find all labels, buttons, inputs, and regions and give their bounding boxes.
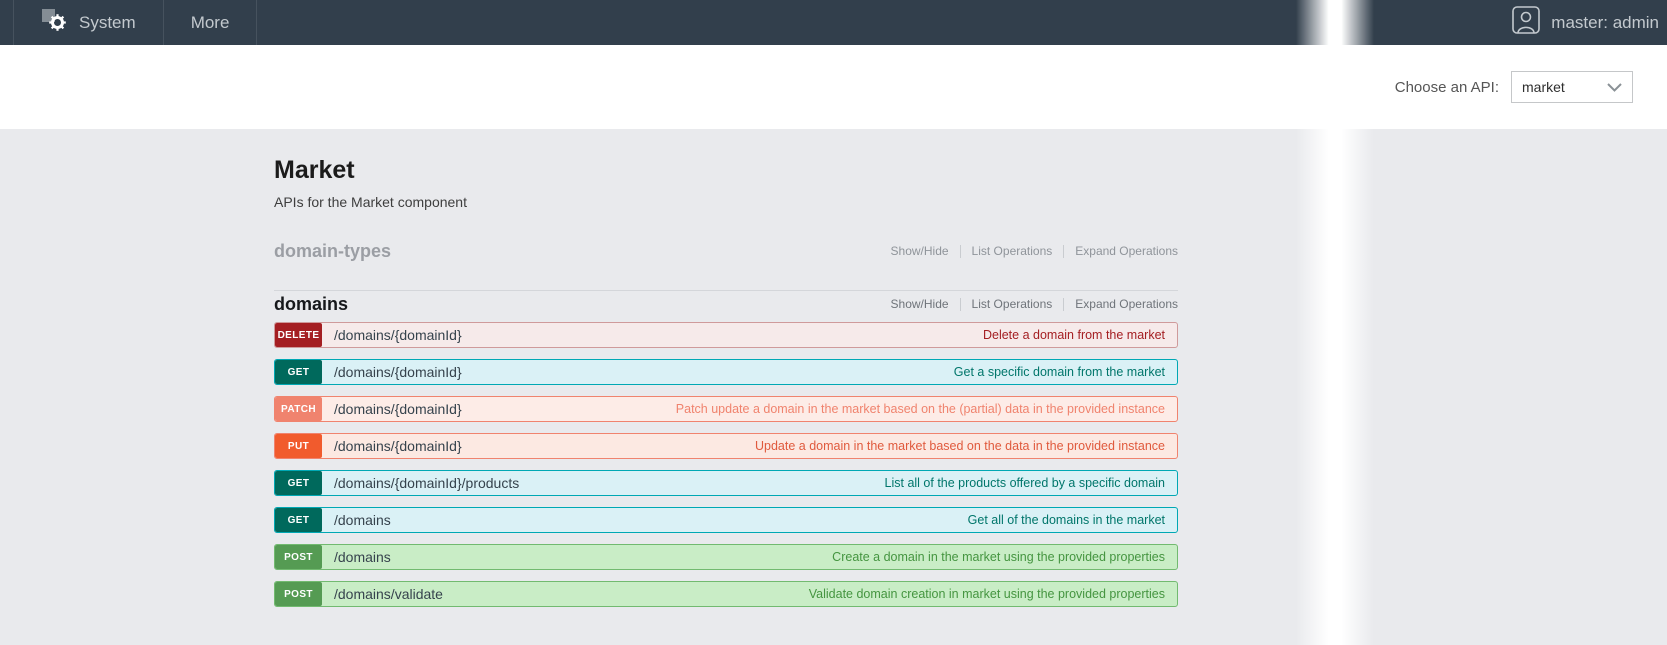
section-link-list-operations[interactable]: List Operations xyxy=(959,297,1064,311)
chevron-down-icon xyxy=(1607,79,1622,95)
navbar-divider xyxy=(0,0,14,45)
endpoint-row[interactable]: GET /domains/{domainId} Get a specific d… xyxy=(274,359,1178,385)
section-link-expand-operations[interactable]: Expand Operations xyxy=(1063,244,1178,258)
endpoint-path[interactable]: /domains xyxy=(334,512,391,528)
section-title[interactable]: domain-types xyxy=(274,241,392,261)
method-badge: POST xyxy=(275,545,322,569)
endpoint-description: Update a domain in the market based on t… xyxy=(755,439,1165,453)
endpoint-path[interactable]: /domains/{domainId} xyxy=(334,327,462,343)
method-badge: GET xyxy=(275,508,322,532)
endpoint-path[interactable]: /domains/{domainId} xyxy=(334,401,462,417)
top-navbar: System More master: admin xyxy=(0,0,1667,45)
menu-more[interactable]: More xyxy=(164,0,258,45)
section-operation-links: Show/Hide List Operations Expand Operation… xyxy=(880,243,1178,258)
method-badge: POST xyxy=(275,582,322,606)
endpoint-path[interactable]: /domains/{domainId}/products xyxy=(334,475,520,491)
api-select[interactable]: market xyxy=(1511,71,1633,103)
endpoint-row[interactable]: GET /domains/{domainId}/products List al… xyxy=(274,470,1178,496)
user-label: master: admin xyxy=(1551,12,1659,32)
navbar-menus: System More xyxy=(0,0,258,45)
method-badge: GET xyxy=(275,360,322,384)
section-header: domain-types Show/Hide List Operations Exp… xyxy=(274,240,1178,262)
endpoint-row[interactable]: GET /domains Get all of the domains in t… xyxy=(274,507,1178,533)
endpoint-row[interactable]: POST /domains Create a domain in the mar… xyxy=(274,544,1178,570)
method-badge: PATCH xyxy=(275,397,322,421)
person-icon xyxy=(1511,5,1541,40)
api-section: domains Show/Hide List Operations Expand O… xyxy=(274,293,1178,607)
endpoint-path[interactable]: /domains/validate xyxy=(334,586,443,602)
section-title[interactable]: domains xyxy=(274,294,349,314)
endpoint-path[interactable]: /domains/{domainId} xyxy=(334,364,462,380)
section-operation-links: Show/Hide List Operations Expand Operation… xyxy=(880,296,1178,311)
section-link-show-hide[interactable]: Show/Hide xyxy=(890,243,949,258)
main-content: Market APIs for the Market component dom… xyxy=(0,129,1667,645)
endpoint-description: Patch update a domain in the market base… xyxy=(675,402,1165,416)
page-title: Market xyxy=(274,156,355,184)
section-link-list-operations[interactable]: List Operations xyxy=(959,244,1064,258)
page-subtitle: APIs for the Market component xyxy=(274,194,467,210)
api-chooser-bar: Choose an API: market xyxy=(0,45,1667,129)
endpoint-description: Create a domain in the market using the … xyxy=(832,550,1165,564)
endpoint-description: Get all of the domains in the market xyxy=(967,513,1165,527)
endpoint-row[interactable]: PATCH /domains/{domainId} Patch update a… xyxy=(274,396,1178,422)
api-sections: domain-types Show/Hide List Operations Exp… xyxy=(274,240,1178,607)
endpoint-description: Get a specific domain from the market xyxy=(953,365,1165,379)
menu-more-label: More xyxy=(190,12,230,32)
endpoint-description: Validate domain creation in market using… xyxy=(808,587,1165,601)
section-link-show-hide[interactable]: Show/Hide xyxy=(890,296,949,311)
section-header: domains Show/Hide List Operations Expand O… xyxy=(274,293,1178,315)
menu-system-label: System xyxy=(79,12,136,32)
section-link-expand-operations[interactable]: Expand Operations xyxy=(1063,297,1178,311)
endpoint-list: DELETE /domains/{domainId} Delete a doma… xyxy=(274,322,1178,607)
api-chooser-label: Choose an API: xyxy=(1394,78,1499,96)
endpoint-row[interactable]: POST /domains/validate Validate domain c… xyxy=(274,581,1178,607)
method-badge: GET xyxy=(275,471,322,495)
menu-system[interactable]: System xyxy=(14,0,164,45)
method-badge: DELETE xyxy=(275,323,322,347)
endpoint-path[interactable]: /domains xyxy=(334,549,391,565)
system-gear-icon xyxy=(41,7,69,38)
api-select-value: market xyxy=(1522,79,1565,95)
user-menu[interactable]: master: admin xyxy=(1511,0,1667,45)
endpoint-row[interactable]: PUT /domains/{domainId} Update a domain … xyxy=(274,433,1178,459)
endpoint-description: Delete a domain from the market xyxy=(982,328,1165,342)
endpoint-description: List all of the products offered by a sp… xyxy=(884,476,1165,490)
endpoint-row[interactable]: DELETE /domains/{domainId} Delete a doma… xyxy=(274,322,1178,348)
endpoint-path[interactable]: /domains/{domainId} xyxy=(334,438,462,454)
api-section: domain-types Show/Hide List Operations Exp… xyxy=(274,240,1178,291)
method-badge: PUT xyxy=(275,434,322,458)
